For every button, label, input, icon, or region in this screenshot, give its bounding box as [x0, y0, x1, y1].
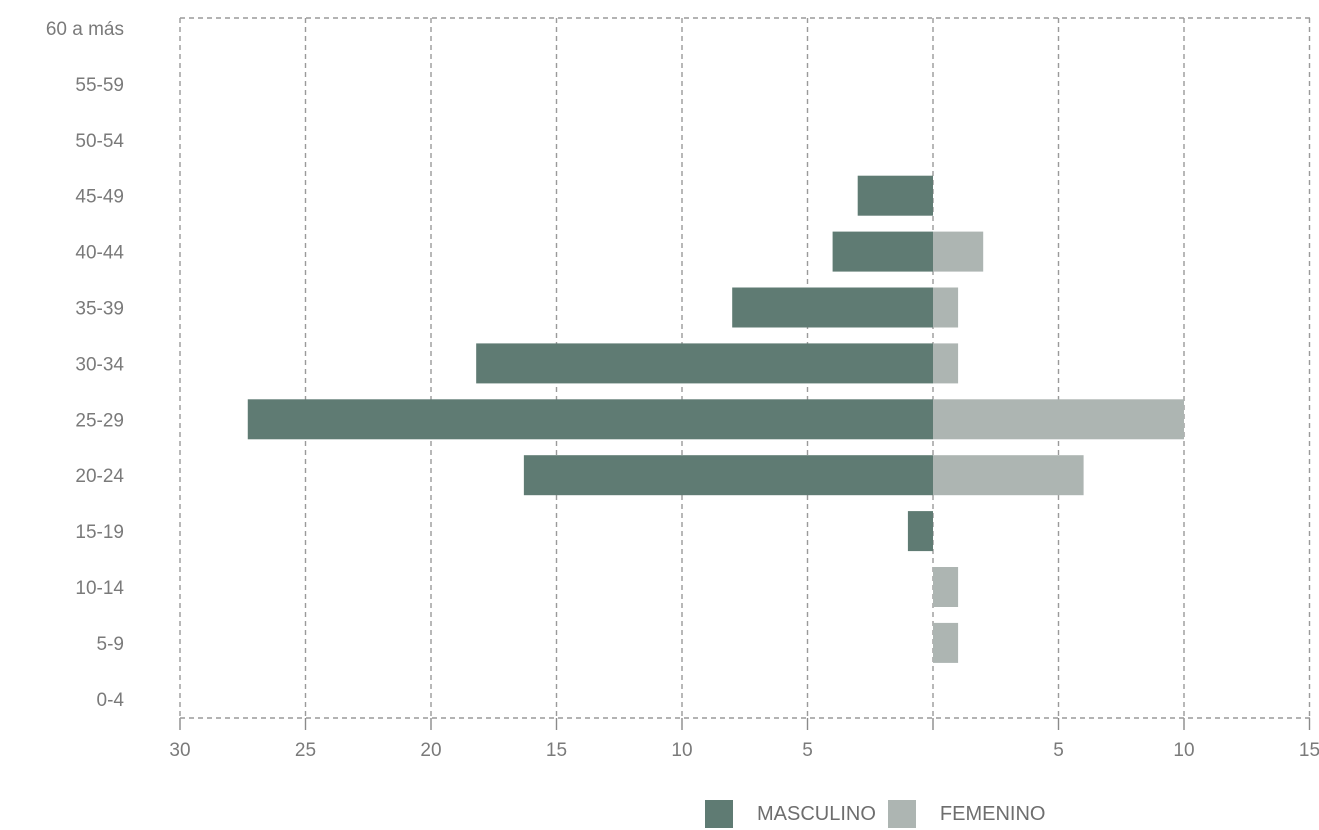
bar-femenino — [933, 399, 1184, 440]
bar-femenino — [933, 622, 959, 663]
legend-item-masculino: MASCULINO — [705, 800, 882, 828]
category-label: 25-29 — [75, 410, 124, 431]
x-tick-label: 10 — [671, 740, 692, 761]
bar-masculino — [247, 399, 933, 440]
category-label: 0-4 — [97, 690, 125, 711]
x-tick-labels: 30 25 20 15 10 5 5 10 15 — [169, 740, 1319, 761]
category-label: 15-19 — [75, 522, 124, 543]
bar-femenino — [933, 567, 959, 607]
bars-group — [247, 175, 1184, 663]
category-label: 55-59 — [75, 75, 124, 96]
legend-item-femenino: FEMENINO — [887, 800, 1052, 828]
bar-masculino — [857, 175, 933, 216]
x-tick-label: 25 — [295, 740, 316, 761]
bar-femenino — [933, 455, 1084, 496]
x-tick-label: 5 — [1053, 740, 1064, 761]
category-label: 35-39 — [75, 299, 124, 320]
x-tick-label: 5 — [802, 740, 813, 761]
legend: MASCULINO FEMENINO — [705, 800, 1057, 828]
bar-masculino — [907, 511, 933, 552]
x-tick-label: 15 — [546, 740, 567, 761]
grid-lines — [179, 17, 1311, 730]
category-labels: 60 a más 55-59 50-54 45-49 40-44 35-39 30-34 25… — [46, 19, 125, 711]
legend-label-femenino: FEMENINO — [939, 802, 1046, 825]
x-tick-label: 20 — [420, 740, 441, 761]
category-label: 10-14 — [75, 578, 124, 599]
category-label: 5-9 — [97, 634, 124, 655]
bar-masculino — [732, 287, 933, 328]
legend-swatch-femenino — [887, 800, 916, 828]
category-label: 20-24 — [75, 466, 124, 487]
category-label: 40-44 — [75, 243, 124, 264]
x-tick-label: 30 — [169, 740, 190, 761]
bar-masculino — [832, 231, 933, 272]
legend-swatch-masculino — [705, 800, 733, 828]
category-label: 30-34 — [75, 354, 124, 375]
category-label: 50-54 — [75, 131, 124, 152]
bar-femenino — [933, 287, 959, 328]
category-label: 60 a más — [46, 19, 124, 40]
bar-masculino — [523, 455, 933, 496]
bar-femenino — [933, 231, 984, 272]
x-tick-label: 15 — [1299, 740, 1319, 761]
legend-label-masculino: MASCULINO — [757, 802, 876, 825]
bar-femenino — [933, 343, 959, 384]
bar-masculino — [476, 343, 933, 384]
category-label: 45-49 — [75, 187, 124, 208]
x-tick-label: 10 — [1173, 740, 1194, 761]
